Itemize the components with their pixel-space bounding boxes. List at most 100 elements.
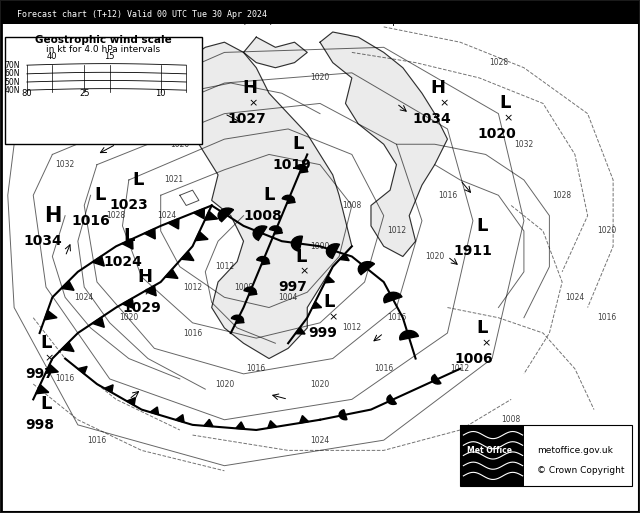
Polygon shape	[168, 219, 179, 229]
Polygon shape	[175, 415, 184, 422]
Polygon shape	[165, 269, 178, 279]
Text: 1016: 1016	[597, 313, 616, 322]
Polygon shape	[104, 385, 113, 392]
Polygon shape	[282, 195, 294, 202]
Polygon shape	[144, 229, 156, 239]
Text: in kt for 4.0 hPa intervals: in kt for 4.0 hPa intervals	[46, 45, 161, 54]
Text: 1032: 1032	[56, 160, 75, 169]
Text: 1020: 1020	[215, 380, 234, 388]
Polygon shape	[324, 276, 334, 283]
Text: 1032: 1032	[515, 140, 534, 149]
Polygon shape	[312, 302, 322, 308]
Bar	[460, 425, 524, 486]
Polygon shape	[257, 256, 269, 263]
Text: 80: 80	[22, 89, 32, 98]
Text: ×: ×	[503, 114, 513, 124]
Text: L: L	[477, 217, 488, 235]
Text: 1016: 1016	[246, 364, 266, 373]
Text: 1016: 1016	[183, 328, 202, 338]
Polygon shape	[145, 286, 156, 296]
Polygon shape	[236, 422, 245, 429]
Text: ×: ×	[481, 338, 490, 348]
Polygon shape	[193, 208, 204, 219]
Text: 1029: 1029	[122, 301, 161, 314]
Polygon shape	[268, 421, 276, 428]
Polygon shape	[300, 167, 308, 173]
Polygon shape	[150, 407, 159, 415]
Text: Geostrophic wind scale: Geostrophic wind scale	[35, 35, 172, 45]
Text: 1008: 1008	[342, 201, 362, 210]
Polygon shape	[339, 410, 347, 420]
Text: 1019: 1019	[272, 157, 310, 172]
Text: 1006: 1006	[455, 351, 493, 366]
Text: 1012: 1012	[387, 226, 406, 235]
Text: 1016: 1016	[374, 364, 394, 373]
Text: ×: ×	[328, 313, 337, 323]
Text: 1021: 1021	[164, 175, 183, 185]
Polygon shape	[36, 385, 49, 394]
Text: 1008: 1008	[234, 283, 253, 291]
Text: L: L	[263, 186, 275, 204]
Text: Forecast chart (T+12) Valid 00 UTC Tue 30 Apr 2024: Forecast chart (T+12) Valid 00 UTC Tue 3…	[161, 17, 429, 26]
Text: 60N: 60N	[4, 69, 20, 78]
Text: © Crown Copyright: © Crown Copyright	[537, 466, 624, 475]
Text: 1016: 1016	[56, 374, 75, 383]
Text: 1024: 1024	[75, 293, 94, 302]
Text: 1911: 1911	[454, 244, 492, 259]
Polygon shape	[300, 416, 308, 423]
Polygon shape	[45, 364, 58, 373]
Text: L: L	[132, 171, 144, 189]
Text: 1028: 1028	[552, 191, 572, 200]
Text: 1024: 1024	[157, 211, 177, 220]
Text: 997: 997	[278, 280, 307, 294]
Text: 1016: 1016	[438, 191, 457, 200]
Polygon shape	[295, 327, 305, 334]
Text: L: L	[499, 94, 511, 112]
Text: 1020: 1020	[119, 313, 138, 322]
Text: 998: 998	[25, 418, 54, 432]
Text: 1008: 1008	[243, 209, 282, 223]
Text: 40: 40	[47, 52, 58, 61]
Polygon shape	[248, 289, 257, 295]
Polygon shape	[269, 226, 282, 232]
Polygon shape	[44, 310, 57, 320]
Polygon shape	[399, 330, 419, 340]
Text: 1020: 1020	[425, 252, 444, 261]
Polygon shape	[236, 317, 244, 323]
Polygon shape	[384, 292, 402, 303]
Polygon shape	[340, 253, 349, 261]
Text: 1020: 1020	[310, 380, 330, 388]
Polygon shape	[231, 315, 243, 322]
Text: 1020: 1020	[310, 73, 330, 83]
Text: 999: 999	[308, 326, 338, 340]
Polygon shape	[244, 37, 307, 68]
Text: 1016: 1016	[387, 313, 406, 322]
Text: 70N: 70N	[4, 61, 20, 70]
Bar	[1, 2, 639, 24]
Text: H: H	[243, 79, 257, 97]
Polygon shape	[326, 244, 339, 259]
Polygon shape	[61, 342, 74, 351]
Text: H: H	[44, 206, 61, 226]
Polygon shape	[295, 165, 307, 171]
Text: L: L	[123, 227, 134, 245]
Text: 40N: 40N	[4, 86, 20, 95]
Text: 1028: 1028	[489, 58, 508, 67]
Text: ×: ×	[143, 287, 152, 297]
Text: 1034: 1034	[412, 112, 451, 126]
Text: 1012: 1012	[215, 262, 234, 271]
Text: 1020: 1020	[170, 140, 189, 149]
Text: 1023: 1023	[109, 199, 148, 212]
Polygon shape	[253, 226, 267, 241]
Text: ×: ×	[45, 353, 54, 364]
Polygon shape	[287, 198, 296, 204]
Polygon shape	[291, 236, 303, 251]
Text: L: L	[40, 396, 52, 413]
Text: 1024: 1024	[103, 254, 142, 269]
Polygon shape	[431, 374, 441, 384]
FancyBboxPatch shape	[460, 425, 632, 486]
Text: 1028: 1028	[106, 211, 125, 220]
Text: 1024: 1024	[565, 293, 584, 302]
Text: L: L	[324, 293, 335, 311]
Polygon shape	[61, 281, 74, 290]
